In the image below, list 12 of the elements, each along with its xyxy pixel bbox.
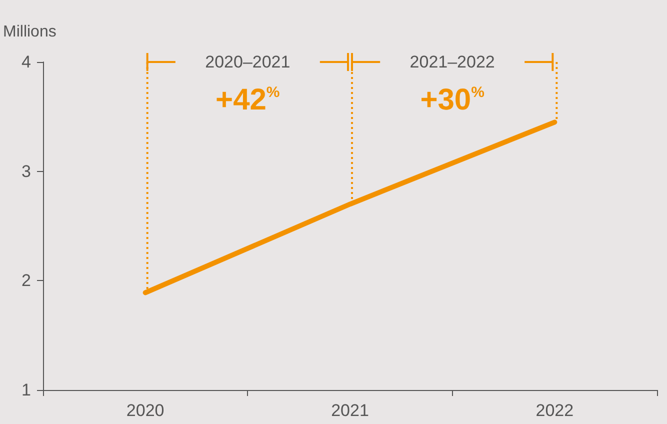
y-tick-label: 4: [22, 52, 31, 72]
x-tick-label: 2020: [126, 401, 164, 420]
annotation: 2020–2021: [205, 52, 290, 72]
y-tick-label: 3: [22, 162, 31, 181]
annotation: 2021–2022: [410, 52, 495, 72]
y-axis-title: Millions: [3, 24, 56, 40]
x-tick-label: 2021: [331, 401, 369, 420]
y-tick-label: 2: [22, 271, 31, 290]
y-tick-label: 1: [22, 380, 31, 400]
annotation: +30%: [420, 84, 484, 116]
x-tick-label: 2022: [536, 401, 574, 420]
annotation: +42%: [216, 84, 280, 116]
